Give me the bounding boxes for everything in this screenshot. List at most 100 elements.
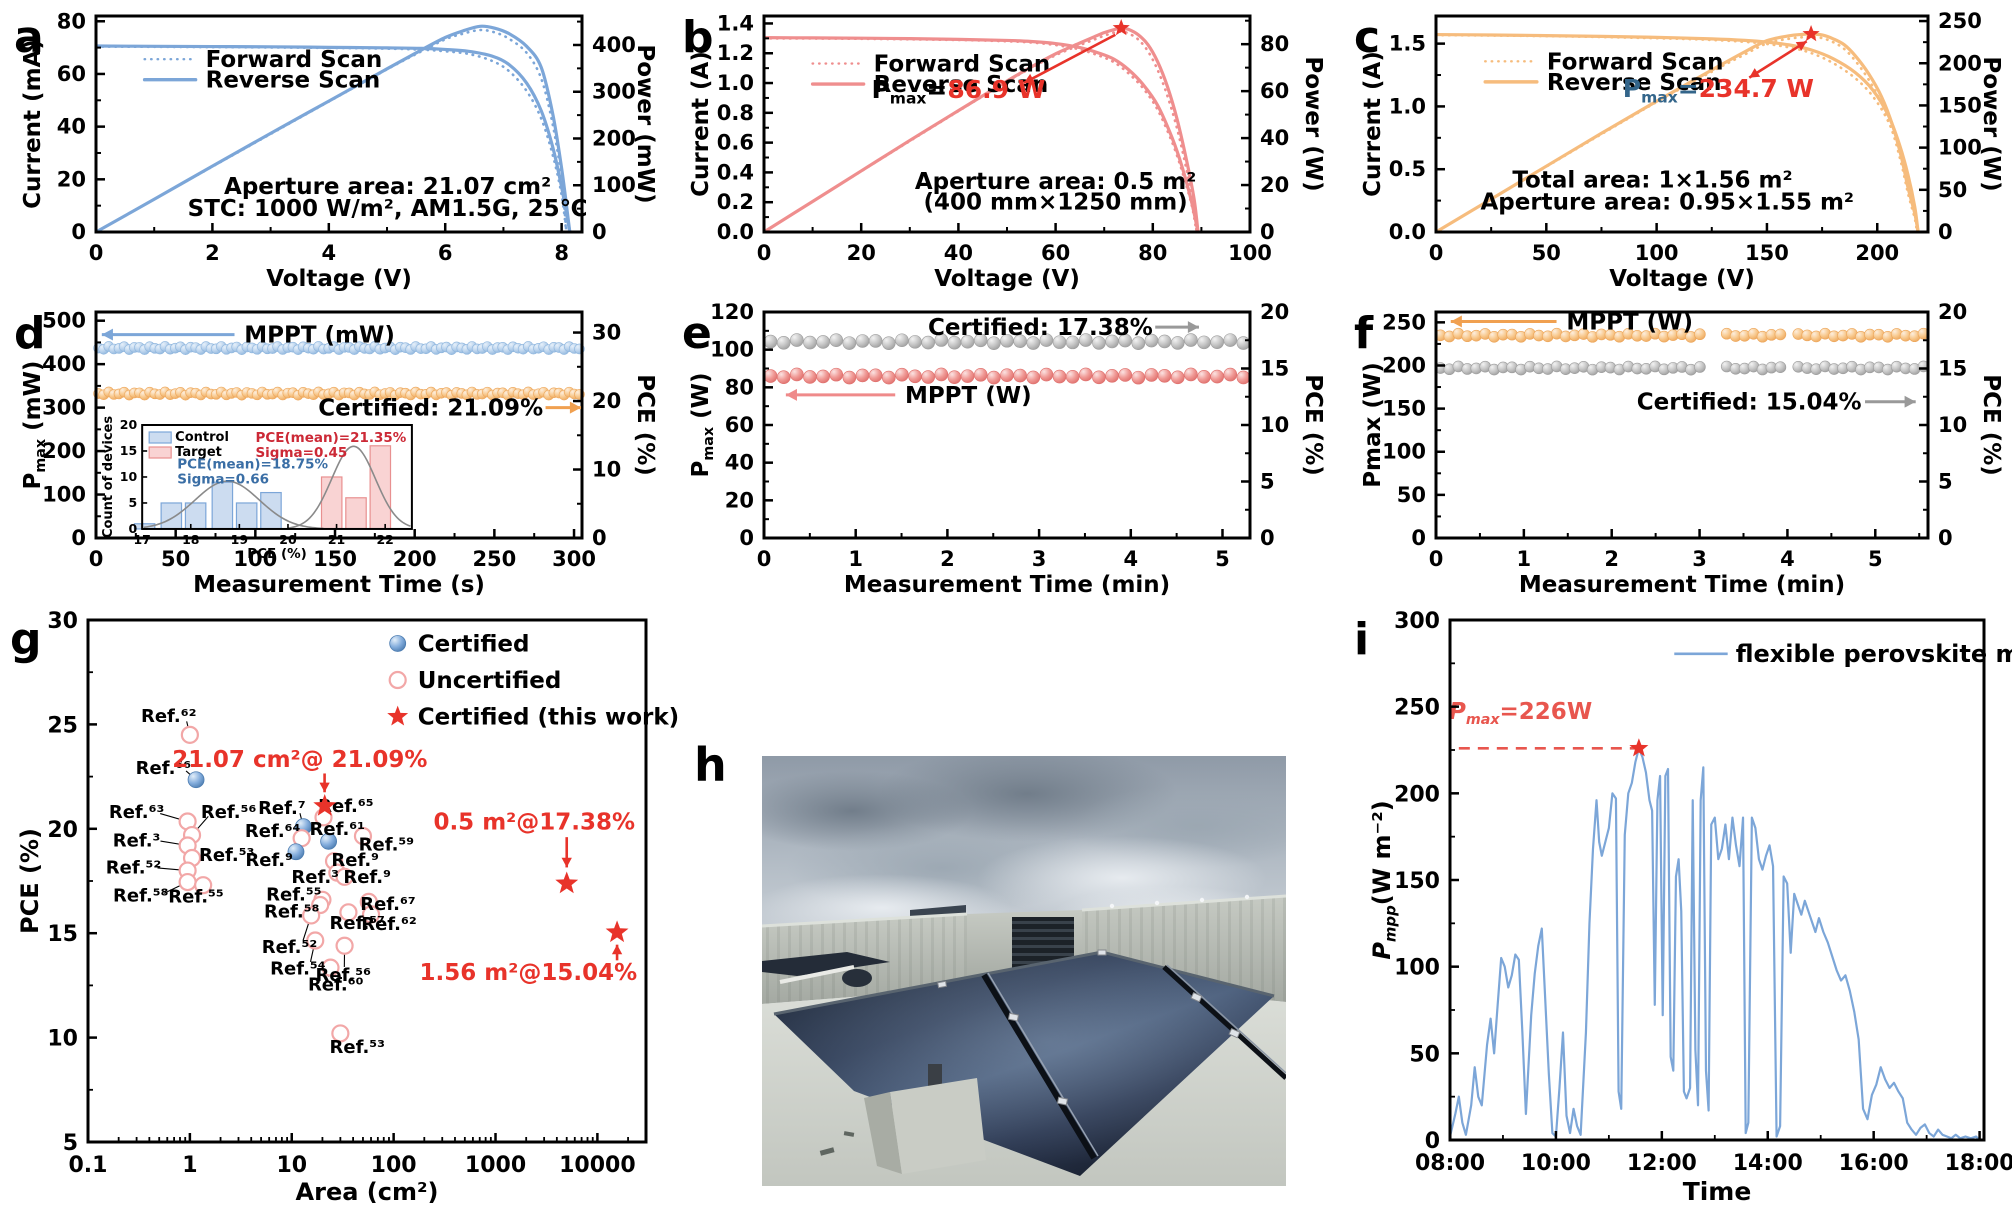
svg-text:30: 30 xyxy=(47,609,78,634)
series-MPPT (mW) xyxy=(93,341,585,355)
svg-text:STC: 1000 W/m², AM1.5G, 25℃: STC: 1000 W/m², AM1.5G, 25℃ xyxy=(188,196,588,222)
svg-text:200: 200 xyxy=(1394,782,1440,807)
svg-text:0: 0 xyxy=(1260,526,1275,550)
svg-text:30: 30 xyxy=(592,321,621,345)
svg-text:Voltage (V): Voltage (V) xyxy=(266,266,412,292)
svg-text:Reverse Scan: Reverse Scan xyxy=(874,72,1049,98)
svg-text:0: 0 xyxy=(89,547,104,571)
svg-text:100: 100 xyxy=(1394,956,1440,981)
svg-text:Ref.⁶⁵: Ref.⁶⁵ xyxy=(318,796,374,817)
svg-text:Power (W): Power (W) xyxy=(1978,56,2004,191)
svg-text:5: 5 xyxy=(1260,470,1275,494)
svg-text:150: 150 xyxy=(1394,869,1440,894)
svg-text:Power (W): Power (W) xyxy=(1300,56,1326,191)
panel-b-jv-curve-chart: 0 20 40 60 80 100 0.0 0.2 0.4 0.6 0.8 1.0 1.2 1.4 0 20 4… xyxy=(682,11,1326,292)
svg-text:200: 200 xyxy=(1382,353,1426,377)
svg-text:0.1: 0.1 xyxy=(69,1153,108,1178)
svg-text:Voltage (V): Voltage (V) xyxy=(1609,266,1755,292)
svg-text:0: 0 xyxy=(1938,220,1953,244)
panel-e-mppt-chart: 0 1 2 3 4 5 0 20 40 60 80 100 120 0 5 10 15 20 Measurement… xyxy=(682,300,1326,598)
svg-text:5: 5 xyxy=(1868,547,1883,571)
svg-text:Power (mW): Power (mW) xyxy=(632,44,658,203)
svg-text:Certified: 15.04%: Certified: 15.04% xyxy=(1637,390,1862,416)
chart-c: 0 50 100 150 200 0.0 0.5 1.0 1.5 0 50 100 150 200 250 V… xyxy=(1360,9,2004,292)
series-PCE xyxy=(763,333,1251,351)
svg-text:5: 5 xyxy=(63,1131,78,1156)
svg-text:Time: Time xyxy=(1683,1177,1752,1206)
svg-text:10: 10 xyxy=(47,1027,78,1052)
svg-text:Ref.⁶²: Ref.⁶² xyxy=(361,914,417,935)
svg-text:Certified: 17.38%: Certified: 17.38% xyxy=(928,315,1153,341)
svg-text:50: 50 xyxy=(161,547,190,571)
svg-text:0: 0 xyxy=(1938,526,1953,550)
svg-text:Ref.⁹: Ref.⁹ xyxy=(343,867,391,888)
svg-text:Ref.⁵⁸: Ref.⁵⁸ xyxy=(113,886,169,907)
svg-text:2: 2 xyxy=(940,547,955,571)
svg-text:1.4: 1.4 xyxy=(717,11,754,35)
svg-text:20: 20 xyxy=(1938,300,1967,324)
uncertified-point xyxy=(194,876,213,895)
svg-text:Uncertified: Uncertified xyxy=(418,668,562,694)
svg-text:Reverse Scan: Reverse Scan xyxy=(206,68,381,94)
svg-text:40: 40 xyxy=(1260,126,1289,150)
svg-text:18: 18 xyxy=(182,532,199,547)
uncertified-point xyxy=(302,906,321,925)
uncertified-point xyxy=(353,827,373,846)
legend: Certified Uncertified Certified (this work… xyxy=(387,631,679,731)
svg-text:Ref.³: Ref.³ xyxy=(291,867,339,888)
svg-text:Area (cm²): Area (cm²) xyxy=(296,1178,439,1206)
svg-text:10: 10 xyxy=(120,469,138,484)
svg-text:Forward Scan: Forward Scan xyxy=(874,52,1051,78)
svg-text:Control: Control xyxy=(175,430,229,445)
panel-i-outdoor-power-chart: Pmax=226W 08:00 10:00 12:00 14:00 16:00 18:00 0… xyxy=(1354,609,2012,1206)
svg-text:Ref.⁹: Ref.⁹ xyxy=(245,850,293,871)
svg-text:1: 1 xyxy=(848,547,863,571)
this-work-star xyxy=(605,920,629,943)
svg-text:0: 0 xyxy=(1429,241,1444,265)
svg-text:40: 40 xyxy=(725,451,754,475)
uncertified-point xyxy=(331,1024,350,1043)
svg-text:Ref.⁶⁶: Ref.⁶⁶ xyxy=(136,758,192,779)
uncertified-point xyxy=(321,958,340,977)
wall-coping xyxy=(1081,894,1287,912)
svg-text:10000: 10000 xyxy=(559,1153,636,1178)
svg-text:Ref.⁵⁷: Ref.⁵⁷ xyxy=(330,913,386,934)
svg-text:17: 17 xyxy=(133,532,150,547)
svg-text:Pmax=86.9 W: Pmax=86.9 W xyxy=(871,75,1045,108)
svg-text:0: 0 xyxy=(1411,526,1426,550)
svg-text:Ref.³: Ref.³ xyxy=(113,830,161,851)
module-rail-highlight xyxy=(1166,964,1287,1074)
svg-text:120: 120 xyxy=(710,300,754,324)
svg-text:100: 100 xyxy=(371,1153,417,1178)
svg-text:200: 200 xyxy=(592,126,636,150)
svg-text:08:00: 08:00 xyxy=(1415,1151,1485,1176)
svg-text:20: 20 xyxy=(57,167,86,191)
series-MPPT (W) xyxy=(1434,327,1930,343)
svg-text:2: 2 xyxy=(205,241,220,265)
uncertified-point xyxy=(180,725,199,744)
svg-text:8: 8 xyxy=(554,241,569,265)
svg-text:5: 5 xyxy=(1938,470,1953,494)
svg-text:3: 3 xyxy=(1692,547,1707,571)
svg-text:PCE (%): PCE (%) xyxy=(632,374,658,476)
svg-text:80: 80 xyxy=(1138,241,1167,265)
svg-text:300: 300 xyxy=(1394,609,1440,634)
svg-text:200: 200 xyxy=(393,547,437,571)
svg-text:20: 20 xyxy=(47,818,78,843)
svg-text:2: 2 xyxy=(1604,547,1619,571)
svg-text:6: 6 xyxy=(438,241,453,265)
svg-text:5: 5 xyxy=(128,495,137,510)
svg-text:100: 100 xyxy=(1382,440,1426,464)
svg-text:60: 60 xyxy=(1041,241,1070,265)
svg-text:Measurement Time (s): Measurement Time (s) xyxy=(193,572,485,598)
certified-point xyxy=(320,832,338,850)
support-post xyxy=(928,1064,942,1090)
svg-text:15: 15 xyxy=(47,922,78,947)
svg-text:0: 0 xyxy=(1425,1129,1440,1154)
uncertified-point xyxy=(361,905,381,924)
wall-lights xyxy=(1109,894,1250,909)
chart-d: 0 50 100 150 200 250 3000100200300400500010203… xyxy=(20,309,658,598)
